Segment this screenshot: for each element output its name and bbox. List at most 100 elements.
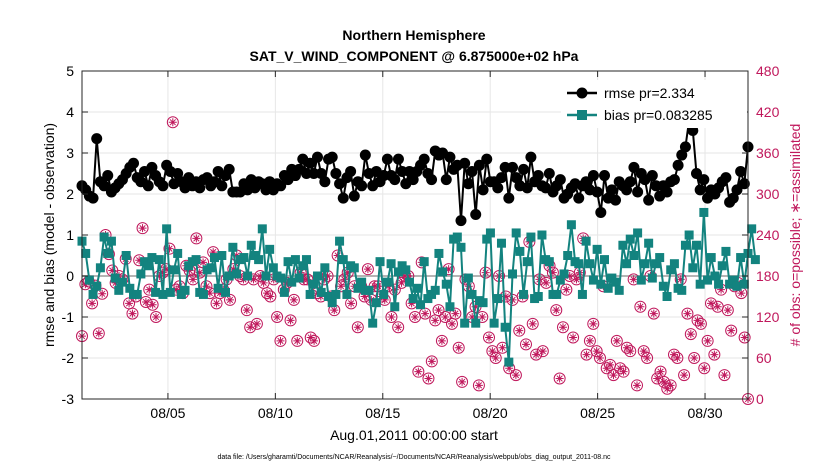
obs-assimilated-point xyxy=(229,265,238,274)
obs-possible-point xyxy=(705,297,717,310)
obs-assimilated-point xyxy=(680,371,689,380)
obs-assimilated-point xyxy=(596,354,604,362)
obs-possible-point xyxy=(691,314,704,327)
obs-assimilated-point xyxy=(569,333,578,342)
obs-assimilated-point xyxy=(532,350,541,359)
obs-assimilated-point xyxy=(434,306,443,315)
obs-assimilated-point xyxy=(737,289,746,298)
y-axis-right-label: # of obs: o=possible; ∗=assimilated xyxy=(787,124,803,347)
obs-assimilated-point xyxy=(629,275,638,284)
x-tick-label: 08/10 xyxy=(258,405,293,421)
obs-assimilated-point xyxy=(522,340,530,349)
obs-assimilated-point xyxy=(108,266,117,275)
obs-possible-point xyxy=(647,307,660,320)
obs-assimilated-point xyxy=(407,299,416,308)
obs-possible-point xyxy=(610,334,623,347)
bias-point xyxy=(88,289,98,299)
bias-point xyxy=(143,261,153,271)
obs-possible-point xyxy=(432,304,445,317)
bias-point xyxy=(430,285,440,295)
rmse-point xyxy=(334,178,346,190)
legend-rmse-label: rmse pr=2.334 xyxy=(604,85,695,101)
obs-possible-point xyxy=(513,324,526,337)
obs-possible-point xyxy=(304,331,317,344)
bias-point xyxy=(482,234,492,244)
bias-point xyxy=(305,289,315,299)
bias-point xyxy=(357,277,367,287)
legend-bias-marker xyxy=(577,110,587,120)
x-tick-label: 08/15 xyxy=(365,405,400,421)
obs-assimilated-point xyxy=(242,306,251,315)
obs-possible-point xyxy=(166,116,179,129)
bias-point xyxy=(401,265,411,275)
bias-point xyxy=(147,253,157,263)
obs-assimilated-point xyxy=(195,268,204,277)
obs-assimilated-point xyxy=(165,244,174,253)
bias-point xyxy=(386,259,396,269)
legend-rmse-marker xyxy=(576,87,588,99)
rmse-point xyxy=(146,161,158,173)
obs-assimilated-point xyxy=(663,384,672,393)
obs-assimilated-point xyxy=(508,295,517,304)
bias-point xyxy=(721,246,731,256)
obs-assimilated-point xyxy=(676,275,685,284)
obs-assimilated-point xyxy=(468,313,477,321)
rmse-point xyxy=(632,186,644,198)
rmse-point xyxy=(392,153,404,165)
obs-assimilated-point xyxy=(471,302,480,311)
bias-point xyxy=(404,277,414,287)
bias-point xyxy=(691,240,701,250)
bias-point xyxy=(375,257,385,267)
rmse-point xyxy=(646,170,658,182)
obs-possible-point xyxy=(92,327,105,340)
rmse-point xyxy=(690,168,702,179)
bias-point xyxy=(239,253,249,263)
obs-assimilated-point xyxy=(602,364,611,373)
y-tick-label: 0 xyxy=(66,268,74,284)
obs-assimilated-point xyxy=(582,350,591,359)
rmse-point xyxy=(580,176,592,188)
obs-possible-point xyxy=(553,372,566,385)
x-tick-label: 08/05 xyxy=(150,405,185,421)
rmse-point xyxy=(610,194,622,206)
bias-point xyxy=(154,255,164,265)
obs-assimilated-point xyxy=(542,278,551,287)
obs-possible-point xyxy=(637,345,650,358)
obs-possible-point xyxy=(509,369,522,382)
obs-possible-point xyxy=(308,334,321,347)
bias-point xyxy=(574,259,584,269)
obs-possible-point xyxy=(681,307,694,320)
bias-point xyxy=(706,253,716,263)
rmse-point xyxy=(356,180,368,192)
bias-point xyxy=(581,236,591,246)
obs-assimilated-point xyxy=(511,371,520,380)
bias-point xyxy=(114,285,124,295)
obs-possible-point xyxy=(557,321,569,334)
rmse-point xyxy=(679,141,691,153)
y-tick-label: 4 xyxy=(66,104,74,120)
bias-point xyxy=(519,289,529,299)
rmse-point xyxy=(466,165,478,177)
obs-possible-point xyxy=(392,321,405,334)
bias-point xyxy=(261,271,271,281)
obs-possible-point xyxy=(694,317,707,330)
obs-possible-point xyxy=(385,311,398,323)
obs-assimilated-point xyxy=(559,323,567,332)
obs-possible-point xyxy=(550,304,563,317)
obs-assimilated-point xyxy=(606,360,615,369)
rmse-point xyxy=(738,178,750,190)
obs-assimilated-point xyxy=(209,248,218,257)
obs-assimilated-point xyxy=(622,343,631,352)
obs-assimilated-point xyxy=(707,299,715,308)
rmse-point xyxy=(481,153,493,165)
bias-point xyxy=(335,236,345,246)
obs-assimilated-point xyxy=(162,265,171,274)
bias-point xyxy=(312,271,322,281)
bias-point xyxy=(736,253,746,263)
y-right-tick-label: 360 xyxy=(756,145,780,161)
obs-assimilated-point xyxy=(478,313,487,321)
obs-assimilated-point xyxy=(141,297,150,306)
bias-point xyxy=(633,228,643,238)
bias-point xyxy=(276,273,286,283)
